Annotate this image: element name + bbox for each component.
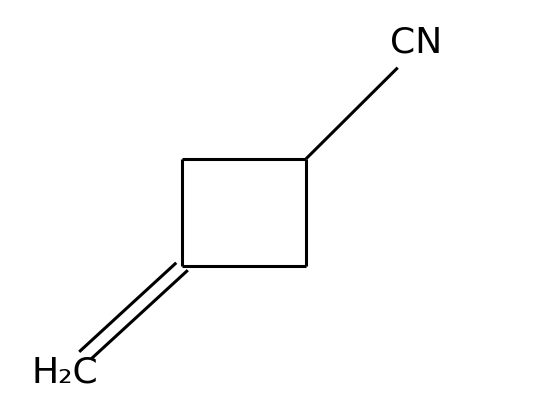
Text: H₂C: H₂C (31, 355, 98, 389)
Text: CN: CN (390, 26, 442, 60)
